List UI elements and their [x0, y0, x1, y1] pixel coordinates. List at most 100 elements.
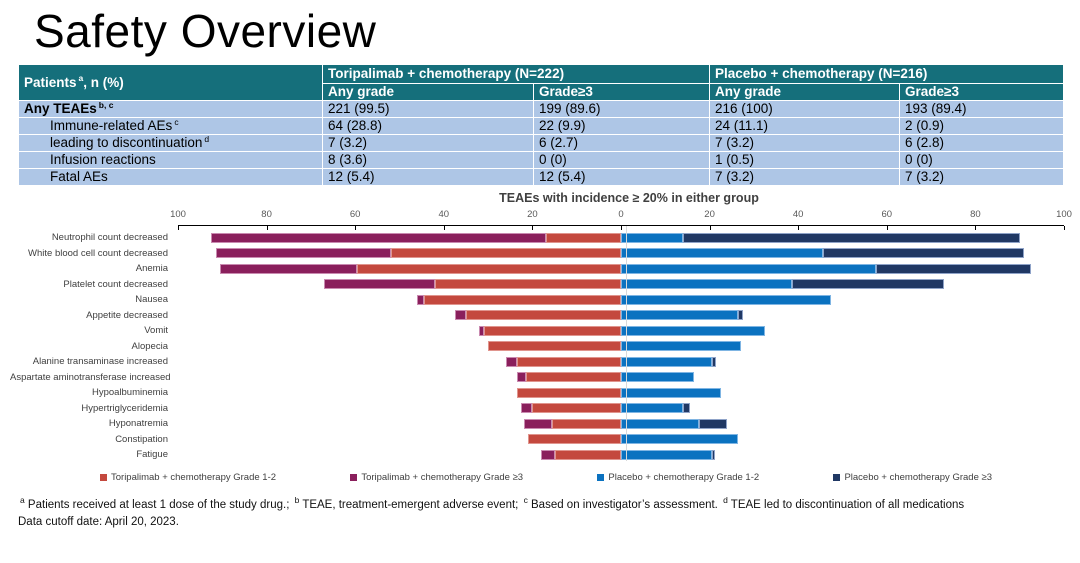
bar-toripalimab-grade3plus: [454, 310, 466, 321]
bar-area: [178, 292, 1064, 308]
group-placebo-header: Placebo + chemotherapy (N=216): [709, 64, 1065, 84]
axis-tick-label: 60: [881, 209, 893, 220]
axis-tick-label: 40: [792, 209, 804, 220]
table-cell: 7 (3.2): [709, 168, 901, 186]
table-row: Infusion reactions 8 (3.6) 0 (0) 1 (0.5) 0 (…: [18, 151, 1065, 169]
legend-swatch-icon: [597, 473, 605, 481]
bar-placebo-grade3plus: [711, 356, 717, 367]
legend-swatch-icon: [833, 473, 841, 481]
table-cell: 6 (2.8): [899, 134, 1065, 152]
legend-label: Toripalimab + chemotherapy Grade 1-2: [111, 471, 277, 483]
group-toripalimab-header: Toripalimab + chemotherapy (N=222): [321, 64, 711, 84]
bar-toripalimab-grade12: [545, 232, 621, 243]
page-title: Safety Overview: [34, 5, 377, 57]
bar-toripalimab-grade3plus: [516, 372, 526, 383]
category-label: Hypoalbuminemia: [91, 387, 168, 399]
axis-line: [178, 225, 1064, 226]
bar-placebo-grade12: [621, 248, 823, 259]
bar-placebo-grade12: [621, 263, 876, 274]
bar-placebo-grade3plus: [683, 232, 1020, 243]
category-label: Alanine transaminase increased: [32, 356, 168, 368]
bar-placebo-grade12: [621, 341, 741, 352]
chart-row: Hyponatremia: [10, 416, 1064, 432]
table-cell: 0 (0): [532, 151, 711, 169]
bar-toripalimab-grade12: [532, 403, 621, 414]
bar-area: [178, 261, 1064, 277]
legend-item: Toripalimab + chemotherapy Grade ≥3: [350, 472, 523, 483]
category-label: Neutrophil count decreased: [51, 232, 168, 244]
category-label: Anemia: [135, 263, 168, 275]
bar-area: [178, 230, 1064, 246]
chart-legend: Toripalimab + chemotherapy Grade 1-2 Tori…: [100, 472, 992, 483]
ae-table-body: Any TEAEs b, c 221 (99.5) 199 (89.6) 216 (10…: [18, 100, 1065, 186]
footnote-line2: Data cutoff date: April 20, 2023.: [18, 515, 179, 528]
bar-placebo-grade12: [621, 387, 721, 398]
category-label: Hyponatremia: [108, 418, 168, 430]
category-label: Constipation: [115, 433, 168, 445]
bar-placebo-grade12: [621, 310, 739, 321]
bar-placebo-grade3plus: [791, 279, 945, 290]
category-label: Nausea: [135, 294, 168, 306]
grade-subheader-row: Any grade Grade≥3 Any grade Grade≥3: [19, 83, 1065, 101]
grade-subheader: Grade≥3: [532, 83, 711, 101]
category-label: Hypertriglyceridemia: [81, 402, 168, 414]
x-axis: 100 80 60 40 20 0 20 40 60 80 100: [170, 208, 1072, 230]
grade-subheader: Grade≥3: [899, 83, 1065, 101]
chart-row: Hypoalbuminemia: [10, 385, 1064, 401]
bar-placebo-grade12: [621, 279, 792, 290]
bar-toripalimab-grade12: [516, 356, 621, 367]
bar-area: [178, 385, 1064, 401]
axis-tick-label: 40: [438, 209, 450, 220]
bar-toripalimab-grade12: [516, 387, 621, 398]
table-cell: 6 (2.7): [532, 134, 711, 152]
legend-swatch-icon: [100, 473, 107, 481]
teae-chart: TEAEs with incidence ≥ 20% in either gro…: [0, 191, 1080, 483]
patients-column-header: Patients a, n (%): [18, 64, 323, 101]
bar-toripalimab-grade12: [525, 372, 621, 383]
bar-placebo-grade12: [621, 418, 699, 429]
chart-plot: 100 80 60 40 20 0 20 40 60 80 100 Neutrophil count…: [10, 208, 1072, 463]
category-label: Platelet count decreased: [63, 278, 168, 290]
category-label: Appetite decreased: [86, 309, 168, 321]
bar-placebo-grade3plus: [738, 310, 743, 321]
bar-placebo-grade3plus: [683, 403, 690, 414]
axis-tick-mark: [886, 226, 888, 230]
chart-title: TEAEs with incidence ≥ 20% in either gro…: [499, 191, 759, 205]
category-label: Aspartate aminotransferase increased: [10, 371, 171, 383]
bar-placebo-grade12: [621, 294, 832, 305]
table-cell: 7 (3.2): [322, 134, 534, 152]
bar-placebo-grade12: [621, 449, 712, 460]
bar-area: [178, 246, 1064, 262]
table-cell: 0 (0): [899, 151, 1065, 169]
bar-placebo-grade12: [621, 325, 765, 336]
bar-area: [178, 401, 1064, 417]
bar-area: [178, 277, 1064, 293]
chart-row: Hypertriglyceridemia: [10, 401, 1064, 417]
table-cell: 199 (89.6): [532, 100, 711, 118]
category-label: Vomit: [144, 325, 168, 337]
bar-toripalimab-grade12: [357, 263, 621, 274]
bar-placebo-grade12: [621, 232, 684, 243]
bar-toripalimab-grade12: [552, 418, 621, 429]
bar-toripalimab-grade3plus: [324, 279, 435, 290]
bar-area: [178, 416, 1064, 432]
bar-placebo-grade3plus: [711, 449, 715, 460]
table-cell: 7 (3.2): [899, 168, 1065, 186]
bar-toripalimab-grade3plus: [215, 248, 391, 259]
category-label: White blood cell count decreased: [28, 247, 168, 259]
axis-tick-label: 60: [349, 209, 361, 220]
bar-toripalimab-grade12: [488, 341, 621, 352]
axis-tick-label: 80: [261, 209, 272, 220]
chart-row: Appetite decreased: [10, 308, 1064, 324]
chart-row: Alanine transaminase increased: [10, 354, 1064, 370]
axis-tick-mark: [532, 226, 534, 230]
bar-toripalimab-grade12: [465, 310, 621, 321]
slide: Safety Overview Patients a, n (%) Toripal…: [0, 4, 1080, 563]
table-cell: 12 (5.4): [532, 168, 711, 186]
axis-tick-mark: [355, 226, 357, 230]
table-cell: 216 (100): [709, 100, 901, 118]
bar-toripalimab-grade3plus: [521, 403, 533, 414]
bar-area: [178, 354, 1064, 370]
axis-tick-label: 100: [170, 209, 186, 220]
table-cell: 221 (99.5): [322, 100, 534, 118]
